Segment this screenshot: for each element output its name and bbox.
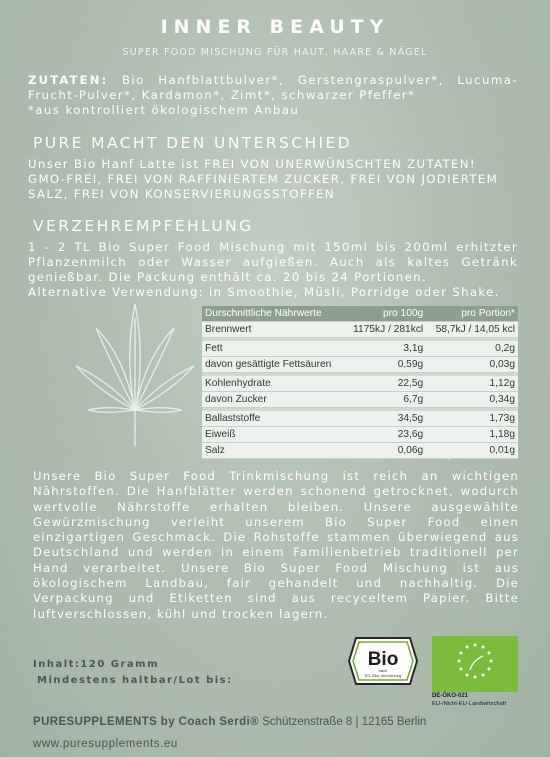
nutrient-name: Eiweiß [202,426,345,443]
nutrient-per100: 0,59g [344,356,427,373]
nutrition-row: davon Zucker 6,7g 0,34g [202,391,518,408]
nutrient-portion: 1,12g [426,376,518,392]
nutrient-per100: 6,7g [344,391,427,408]
bio-seal-sub2: EG-Öko-Verordnung [365,673,401,678]
eu-organic-origin: EU-/Nicht-EU-Landwirtschaft [432,701,507,707]
nutrition-row: Salz 0,06g 0,01g [202,442,518,459]
hemp-leaf-icon [75,303,195,446]
brand-address: Schützenstraße 8 | 12165 Berlin [259,716,427,728]
nutrition-header-row: Durschnittliche Nährwerte pro 100g pro P… [202,306,518,322]
pure-line1: Unser Bio Hanf Latte ist FREI VON UNERWÜ… [28,157,476,171]
pure-text: Unser Bio Hanf Latte ist FREI VON UNERWÜ… [28,157,518,202]
nutrient-portion: 0,03g [426,356,518,373]
ingredients-text: Bio Hanfblattbulver*, Gerstengraspulver*… [28,73,518,102]
ingredients-label: ZUTATEN: [28,73,109,87]
product-description: Unsere Bio Super Food Trinkmischung ist … [33,469,519,621]
ingredients: ZUTATEN: Bio Hanfblattbulver*, Gerstengr… [28,73,518,118]
best-before: Mindestens haltbar/Lot bis: [37,675,233,686]
nutrition-table: Durschnittliche Nährwerte pro 100g pro P… [202,306,518,459]
product-title: INNER BEAUTY [160,16,390,38]
nutrition-row: Brennwert 1175kJ / 281kcl 58,7kJ / 14,05… [202,321,518,338]
brand-line: PURESUPPLEMENTS by Coach Serdi® Schützen… [33,716,426,728]
bio-seal-icon: Bio nach EG-Öko-Verordnung [348,637,418,685]
nutrient-name: Kohlenhydrate [202,376,345,392]
nutrition-spacer [202,337,518,341]
nutrition-spacer [202,407,518,411]
website: www.puresupplements.eu [33,738,178,750]
eu-organic-code: DE-ÖKO-021 [432,693,469,699]
nutrient-portion: 1,73g [426,411,518,427]
nutrient-portion: 0,34g [426,391,518,408]
brand-name: PURESUPPLEMENTS by Coach Serdi® [33,716,259,728]
nutrition-header-label: Durschnittliche Nährwerte [202,306,345,322]
ingredients-note: *aus kontrolliert ökologischem Anbau [28,103,300,117]
pure-line2: GMO-FREI, FREI VON RAFFINIERTEM ZUCKER, … [28,172,499,201]
nutrient-name: Salz [202,442,345,459]
net-content: Inhalt:120 Gramm [33,659,159,670]
nutrient-per100: 1175kJ / 281kcl [344,321,427,338]
nutrient-per100: 3,1g [344,341,427,357]
nutrient-per100: 23,6g [344,426,427,443]
usage-alternative: Alternative Verwendung: in Smoothie, Müs… [28,285,500,299]
nutrition-header-per100: pro 100g [344,306,427,322]
nutrition-row: Kohlenhydrate 22,5g 1,12g [202,376,518,392]
nutrient-portion: 0,2g [426,341,518,357]
usage-instructions: 1 - 2 TL Bio Super Food Mischung mit 150… [28,240,518,284]
nutrient-per100: 0,06g [344,442,427,459]
nutrient-name: davon Zucker [202,391,345,408]
nutrient-portion: 0,01g [426,442,518,459]
nutrient-name: Ballaststoffe [202,411,345,427]
nutrient-name: Brennwert [202,321,345,338]
product-subtitle: SUPER FOOD MISCHUNG FÜR HAUT, HAARE & NÄ… [122,47,428,58]
usage-text: 1 - 2 TL Bio Super Food Mischung mit 150… [28,240,518,300]
nutrient-portion: 58,7kJ / 14,05 kcl [426,321,518,338]
nutrition-footnote: *5g = 1 Teelöffel [436,451,513,460]
nutrient-per100: 34,5g [344,411,427,427]
bio-seal-sub1: nach [379,668,388,673]
nutrition-row: Fett 3,1g 0,2g [202,341,518,357]
nutrition-spacer [202,372,518,376]
pure-heading: PURE MACHT DEN UNTERSCHIED [33,134,352,152]
nutrient-name: Fett [202,341,345,357]
usage-heading: VERZEHREMPFEHLUNG [33,217,254,235]
nutrition-row: Ballaststoffe 34,5g 1,73g [202,411,518,427]
eu-organic-leaf-icon [432,636,518,692]
nutrient-portion: 1,18g [426,426,518,443]
bio-seal-word: Bio [368,649,399,670]
nutrition-header-portion: pro Portion* [426,306,518,322]
nutrient-per100: 22,5g [344,376,427,392]
nutrient-name: davon gesättigte Fettsäuren [202,356,345,373]
nutrition-row: Eiweiß 23,6g 1,18g [202,426,518,443]
nutrition-row: davon gesättigte Fettsäuren 0,59g 0,03g [202,356,518,373]
